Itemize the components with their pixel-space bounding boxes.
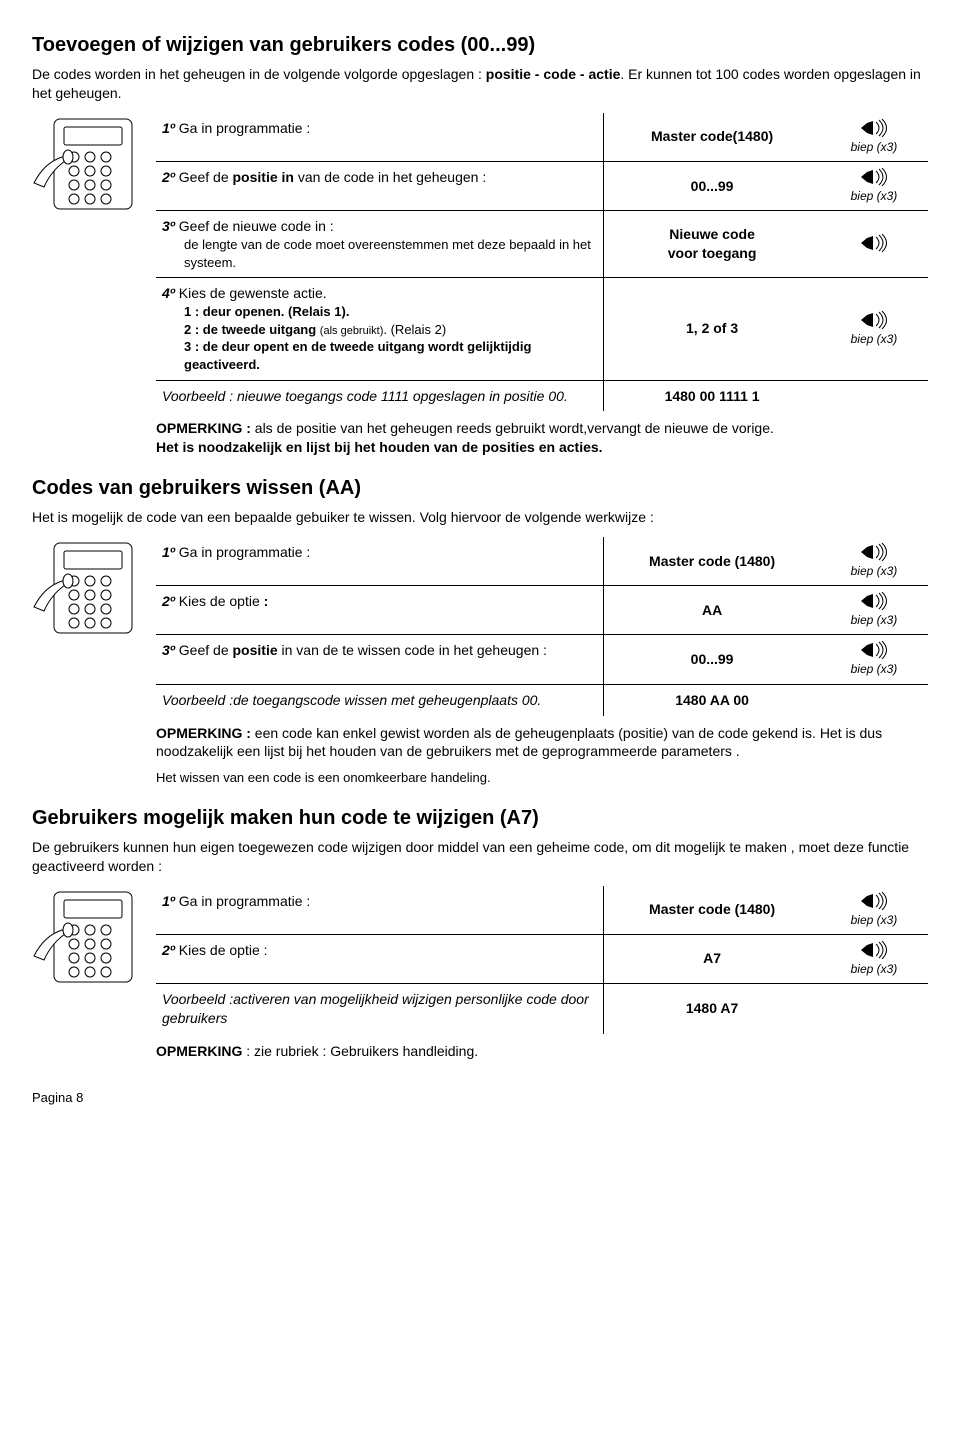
intro-bold: positie - code - actie: [486, 66, 621, 82]
s1-step2-bold: positie in: [233, 169, 294, 185]
s3-example-right: [820, 984, 928, 1034]
s3-step2-value: A7: [604, 934, 820, 983]
section-1-intro: De codes worden in het geheugen in de vo…: [32, 65, 928, 103]
s2-example-value: 1480 AA 00: [604, 684, 820, 715]
s2-step3-text-a: Geef de: [175, 642, 233, 658]
s3-note: OPMERKING : zie rubriek : Gebruikers han…: [156, 1042, 928, 1061]
section-3-title: Gebruikers mogelijk maken hun code te wi…: [32, 805, 928, 832]
s2-step1-value: Master code (1480): [604, 537, 820, 586]
s2-step2-no: 2º: [162, 593, 175, 609]
s2-step3-value: 00...99: [604, 635, 820, 684]
s2-step2-text: Kies de optie: [175, 593, 264, 609]
s2-step3-bold: positie: [233, 642, 278, 658]
s1-step1-sound: biep (x3): [820, 113, 928, 162]
section-2-title: Codes van gebruikers wissen (AA): [32, 475, 928, 502]
keypad-illustration-2: [32, 537, 142, 787]
s3-step1-no: 1º: [162, 893, 175, 909]
intro-text-a: De codes worden in het geheugen in de vo…: [32, 66, 486, 82]
s2-step2-sound: biep (x3): [820, 586, 928, 635]
s1-step2-no: 2º: [162, 169, 175, 185]
s2-step1-text: Ga in programmatie :: [175, 544, 310, 560]
s3-step2-no: 2º: [162, 942, 175, 958]
s2-step2-colon: :: [264, 593, 269, 609]
s1-example-value: 1480 00 1111 1: [604, 380, 820, 411]
s1-step3-no: 3º: [162, 218, 175, 234]
section-1-table: 1º Ga in programmatie : Master code(1480…: [156, 113, 928, 412]
s1-example-text: nieuwe toegangs code 1111 opgeslagen in …: [233, 388, 568, 404]
s2-step3-sound: biep (x3): [820, 635, 928, 684]
s3-example-label: Voorbeeld :: [162, 991, 233, 1007]
s2-example-label: Voorbeeld :: [162, 692, 233, 708]
s2-step1-no: 1º: [162, 544, 175, 560]
s1-step3-sound: [820, 211, 928, 278]
page-number: Pagina 8: [32, 1089, 928, 1107]
s3-step1-sound: biep (x3): [820, 886, 928, 935]
s1-step3-sub: de lengte van de code moet overeenstemme…: [184, 236, 597, 271]
s1-step2-text-b: van de code in het geheugen :: [294, 169, 486, 185]
s1-example-label: Voorbeeld :: [162, 388, 233, 404]
s1-step2-value: 00...99: [604, 161, 820, 210]
s1-step4-l3: 3 : de deur opent en de tweede uitgang w…: [184, 338, 597, 373]
s2-note2: Het wissen van een code is een onomkeerb…: [156, 769, 928, 787]
s2-example-text: de toegangscode wissen met geheugenplaat…: [233, 692, 541, 708]
s3-step2-sound: biep (x3): [820, 934, 928, 983]
s2-step3-text-b: in van de te wissen code in het geheugen…: [278, 642, 547, 658]
s1-step4-no: 4º: [162, 285, 175, 301]
section-3-intro: De gebruikers kunnen hun eigen toegeweze…: [32, 838, 928, 876]
section-2-intro: Het is mogelijk de code van een bepaalde…: [32, 508, 928, 527]
section-3-block: 1º Ga in programmatie : Master code (148…: [32, 886, 928, 1061]
s1-step2-sound: biep (x3): [820, 161, 928, 210]
s1-step4-text: Kies de gewenste actie.: [175, 285, 327, 301]
s3-step2-text: Kies de optie :: [175, 942, 268, 958]
s3-step1-text: Ga in programmatie :: [175, 893, 310, 909]
section-1-block: 1º Ga in programmatie : Master code(1480…: [32, 113, 928, 457]
s1-step4-l1: 1 : deur openen. (Relais 1).: [184, 303, 597, 321]
s1-step1-value: Master code(1480): [604, 113, 820, 162]
s2-step2-value: AA: [604, 586, 820, 635]
s2-note1: OPMERKING : een code kan enkel gewist wo…: [156, 724, 928, 762]
section-2-block: 1º Ga in programmatie : Master code (148…: [32, 537, 928, 787]
s1-note1: OPMERKING : als de positie van het geheu…: [156, 419, 928, 457]
s1-step3-text: Geef de nieuwe code in :: [175, 218, 334, 234]
s1-step4-sound: biep (x3): [820, 278, 928, 380]
s1-example-right: [820, 380, 928, 411]
s1-step4-value: 1, 2 of 3: [604, 278, 820, 380]
s3-example-value: 1480 A7: [604, 984, 820, 1034]
section-1-title: Toevoegen of wijzigen van gebruikers cod…: [32, 32, 928, 59]
section-3-table: 1º Ga in programmatie : Master code (148…: [156, 886, 928, 1034]
s1-step3-value: Nieuwe codevoor toegang: [604, 211, 820, 278]
keypad-illustration-3: [32, 886, 142, 1061]
s1-step1-no: 1º: [162, 120, 175, 136]
s2-step3-no: 3º: [162, 642, 175, 658]
s3-step1-value: Master code (1480): [604, 886, 820, 935]
s1-step2-text-a: Geef de: [175, 169, 233, 185]
s2-step1-sound: biep (x3): [820, 537, 928, 586]
keypad-illustration-1: [32, 113, 142, 457]
s2-example-right: [820, 684, 928, 715]
section-2-table: 1º Ga in programmatie : Master code (148…: [156, 537, 928, 715]
s1-step1-text: Ga in programmatie :: [175, 120, 310, 136]
s1-step4-l2: 2 : de tweede uitgang (als gebruikt). (R…: [184, 321, 597, 339]
